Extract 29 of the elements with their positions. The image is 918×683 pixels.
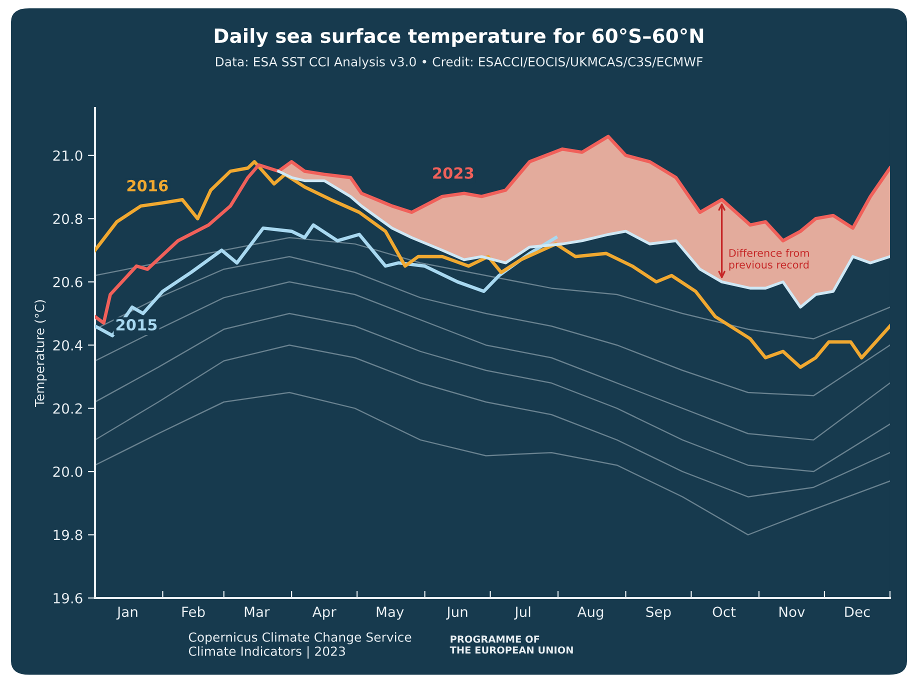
chart-subtitle: Data: ESA SST CCI Analysis v3.0 • Credit: ESACCI/EOCIS/UKMCAS/C3S/ECMWF [216,56,702,69]
x-tick-label: Mar [244,606,270,618]
x-tick-label: Feb [182,606,205,618]
x-tick-label: Aug [577,606,604,620]
x-tick-label: Nov [780,606,805,618]
y-tick-label: 20.6 [53,276,82,288]
x-tick-label: Dec [845,606,870,618]
x-tick-label: Apr [312,606,336,620]
series-label: 2015 [116,319,157,331]
y-tick-label: 20.8 [53,214,82,224]
annotation: Difference from previous record [729,248,809,271]
y-axis-title: Temperature (°C) [34,300,47,407]
text: Copernicus Climate Change Service Climate Indicators | 2023 [188,632,412,659]
y-tick-label: 20.0 [53,466,82,478]
x-tick-label: Jul [514,606,530,620]
series-label: 2016 [127,180,168,192]
x-tick-label: Jan [116,606,138,620]
y-tick-label: 19.8 [54,530,82,540]
x-tick-label: Oct [712,606,736,618]
series-label: 2023 [433,167,474,179]
y-tick-label: 20.2 [53,403,82,414]
x-tick-label: Jun [446,606,468,620]
x-tick-label: May [376,606,404,620]
y-tick-label: 20.4 [53,340,82,351]
chart-title: Daily sea surface temperature for 60°S–60°N [214,28,704,48]
x-tick-label: Sep [646,606,671,620]
text: PROGRAMME OF THE EUROPEAN UNION [450,635,573,654]
y-tick-label: 21.0 [53,150,82,161]
y-tick-label: 19.6 [54,592,82,604]
